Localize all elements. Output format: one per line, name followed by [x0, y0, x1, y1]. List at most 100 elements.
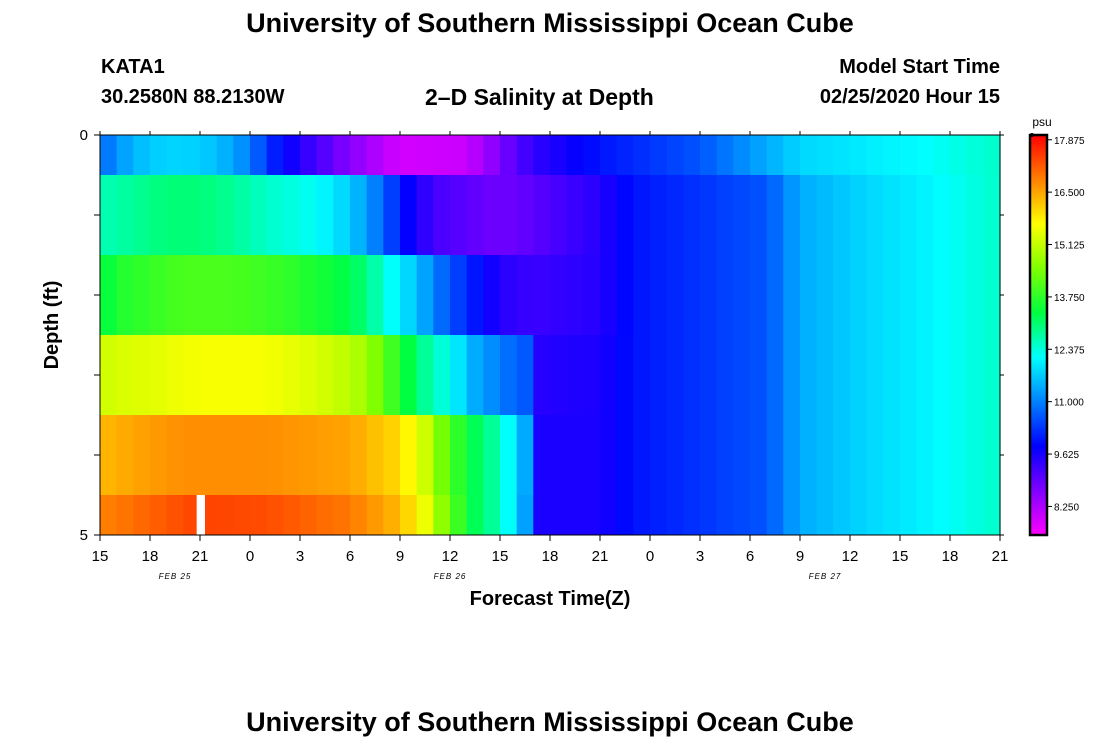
heatmap-cell: [350, 175, 368, 255]
heatmap-cell: [283, 255, 301, 335]
colorbar-tick-label: 8.250: [1054, 502, 1079, 513]
heatmap-cell: [933, 255, 951, 335]
heatmap-cell: [766, 495, 784, 535]
heatmap-cell: [600, 415, 618, 495]
heatmap-cell: [233, 255, 251, 335]
heatmap-cell: [633, 495, 651, 535]
heatmap-cell: [166, 495, 184, 535]
heatmap-cell: [533, 175, 551, 255]
heatmap-cell: [283, 135, 301, 175]
heatmap-cell: [550, 175, 568, 255]
heatmap-cell: [100, 255, 118, 335]
heatmap-cell: [183, 335, 201, 415]
x-tick-label: 9: [396, 548, 404, 565]
heatmap-cell: [233, 335, 251, 415]
heatmap-cell: [400, 495, 418, 535]
heatmap-cell: [416, 255, 434, 335]
model-start-time: 02/25/2020 Hour 15: [819, 86, 1000, 108]
heatmap-cell: [133, 415, 151, 495]
heatmap-cell: [516, 255, 534, 335]
page-title: University of Southern Mississippi Ocean…: [246, 8, 854, 38]
heatmap-cell: [566, 175, 584, 255]
heatmap-cell: [250, 135, 268, 175]
heatmap-cell: [183, 495, 201, 535]
heatmap-cell: [366, 175, 384, 255]
heatmap-cell: [716, 255, 734, 335]
heatmap-cell: [883, 415, 901, 495]
heatmap-cell: [383, 495, 401, 535]
heatmap-cell: [316, 175, 334, 255]
heatmap-cell: [383, 415, 401, 495]
station-id: KATA1: [101, 56, 165, 78]
heatmap-cell: [800, 255, 818, 335]
heatmap-cell: [416, 415, 434, 495]
heatmap-cell: [100, 495, 118, 535]
heatmap-cell: [166, 255, 184, 335]
heatmap-cell: [100, 135, 118, 175]
x-tick-label: 3: [696, 548, 704, 565]
heatmap-cell: [866, 135, 884, 175]
heatmap-cell: [216, 255, 234, 335]
heatmap-cell: [116, 175, 134, 255]
heatmap-cell: [883, 495, 901, 535]
heatmap-cell: [633, 135, 651, 175]
heatmap-cell: [266, 175, 284, 255]
heatmap-cell: [683, 255, 701, 335]
heatmap-cell: [283, 335, 301, 415]
heatmap-cell: [983, 495, 1001, 535]
heatmap-cell: [100, 415, 118, 495]
heatmap-cell: [900, 335, 918, 415]
heatmap-cell: [583, 175, 601, 255]
heatmap-layer-1: [100, 175, 1001, 255]
heatmap-cell: [266, 495, 284, 535]
heatmap-cell: [700, 495, 718, 535]
heatmap-cell: [366, 255, 384, 335]
heatmap-cell: [283, 415, 301, 495]
heatmap-cell: [966, 135, 984, 175]
heatmap-cell: [566, 255, 584, 335]
heatmap-cell: [883, 255, 901, 335]
heatmap-cell: [433, 335, 451, 415]
heatmap-cell: [716, 495, 734, 535]
heatmap-cell: [400, 135, 418, 175]
heatmap-cell: [850, 415, 868, 495]
heatmap-cell: [816, 175, 834, 255]
heatmap-cell: [616, 415, 634, 495]
heatmap-cell: [600, 135, 618, 175]
heatmap-cell: [916, 495, 934, 535]
heatmap-cell: [833, 495, 851, 535]
heatmap-cell: [983, 255, 1001, 335]
heatmap-cell: [750, 335, 768, 415]
heatmap-cell: [133, 135, 151, 175]
heatmap-cell: [983, 175, 1001, 255]
heatmap-cell: [850, 255, 868, 335]
heatmap-cell: [300, 255, 318, 335]
heatmap-cell: [916, 255, 934, 335]
heatmap-cell: [483, 175, 501, 255]
heatmap-cell: [516, 175, 534, 255]
heatmap-cell: [450, 255, 468, 335]
heatmap-cell: [266, 135, 284, 175]
heatmap-cell: [516, 135, 534, 175]
heatmap-cell: [466, 135, 484, 175]
x-tick-label: 12: [842, 548, 859, 565]
heatmap-cell: [150, 135, 168, 175]
heatmap-layer-2: [100, 255, 1001, 335]
heatmap-cell: [383, 335, 401, 415]
heatmap-cell: [100, 335, 118, 415]
x-tick-label: 15: [92, 548, 109, 565]
heatmap-cell: [650, 495, 668, 535]
heatmap-cell: [883, 335, 901, 415]
heatmap-cell: [733, 135, 751, 175]
heatmap-cell: [283, 495, 301, 535]
heatmap-cell: [900, 255, 918, 335]
heatmap-cell: [583, 415, 601, 495]
heatmap-cell: [500, 255, 518, 335]
heatmap-cell: [783, 175, 801, 255]
station-coordinates: 30.2580N 88.2130W: [101, 86, 285, 108]
x-tick-label: 6: [746, 548, 754, 565]
heatmap-cell: [483, 415, 501, 495]
heatmap-cell: [116, 335, 134, 415]
heatmap-cell: [950, 135, 968, 175]
x-tick-label: 0: [646, 548, 654, 565]
